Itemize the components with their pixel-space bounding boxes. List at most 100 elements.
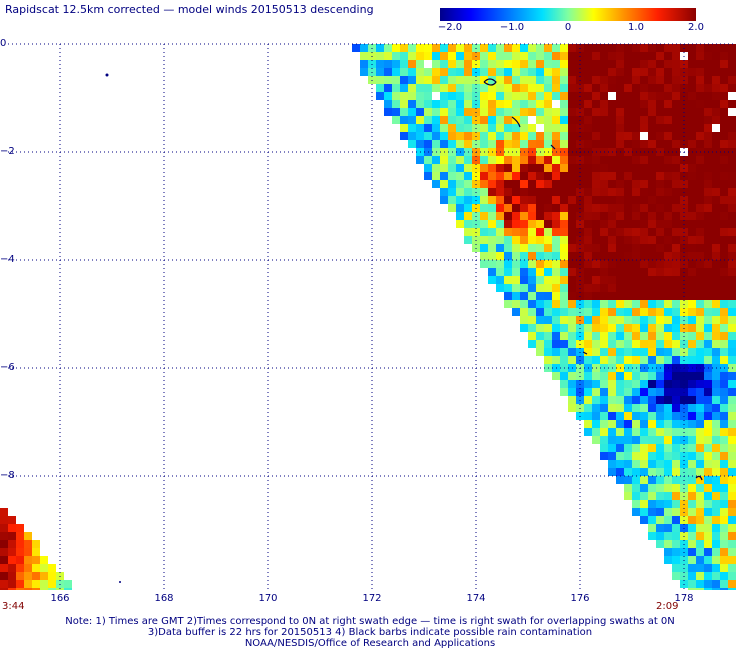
swath-cell <box>440 116 448 124</box>
swath-cell <box>656 132 664 140</box>
swath-cell <box>512 84 520 92</box>
swath-cell <box>664 44 672 52</box>
swath-cell <box>480 236 488 244</box>
swath-cell <box>520 284 528 292</box>
swath-cell <box>32 564 40 572</box>
swath-cell <box>712 476 720 484</box>
swath-cell <box>704 68 712 76</box>
swath-cell <box>704 252 712 260</box>
swath-cell <box>0 564 8 572</box>
swath-cell <box>360 68 368 76</box>
swath-cell <box>632 276 640 284</box>
swath-cell <box>648 156 656 164</box>
swath-cell <box>16 564 24 572</box>
swath-cell <box>640 100 648 108</box>
swath-cell <box>712 212 720 220</box>
swath-cell <box>536 60 544 68</box>
swath-cell <box>504 76 512 84</box>
swath-cell <box>560 92 568 100</box>
swath-cell <box>440 92 448 100</box>
swath-cell <box>688 204 696 212</box>
swath-cell <box>688 380 696 388</box>
swath-cell <box>552 124 560 132</box>
swath-cell <box>520 84 528 92</box>
swath-cell <box>728 60 736 68</box>
swath-cell <box>624 228 632 236</box>
swath-cell <box>544 260 552 268</box>
swath-cell <box>608 404 616 412</box>
island-outline <box>695 475 703 481</box>
swath-cell <box>0 548 8 556</box>
swath-cell <box>712 140 720 148</box>
swath-cell <box>704 580 712 588</box>
swath-cell <box>568 348 576 356</box>
swath-cell <box>632 116 640 124</box>
swath-cell <box>712 324 720 332</box>
swath-cell <box>400 92 408 100</box>
swath-cell <box>624 356 632 364</box>
swath-cell <box>704 52 712 60</box>
swath-cell <box>592 380 600 388</box>
swath-cell <box>688 356 696 364</box>
swath-cell <box>672 132 680 140</box>
swath-cell <box>8 556 16 564</box>
swath-cell <box>584 268 592 276</box>
swath-cell <box>544 340 552 348</box>
swath-cell <box>584 188 592 196</box>
swath-cell <box>520 116 528 124</box>
swath-cell <box>544 212 552 220</box>
swath-cell <box>696 76 704 84</box>
swath-cell <box>648 244 656 252</box>
swath-cell <box>672 524 680 532</box>
swath-cell <box>656 140 664 148</box>
swath-cell <box>672 124 680 132</box>
swath-cell <box>416 84 424 92</box>
swath-cell <box>0 524 8 532</box>
swath-cell <box>16 540 24 548</box>
swath-cell <box>728 324 736 332</box>
swath-cell <box>664 324 672 332</box>
swath-cell <box>624 284 632 292</box>
swath-cell <box>728 572 736 580</box>
swath-cell <box>512 156 520 164</box>
swath-cell <box>720 188 728 196</box>
swath-cell <box>632 436 640 444</box>
swath-cell <box>656 52 664 60</box>
swath-cell <box>704 428 712 436</box>
swath-cell <box>712 380 720 388</box>
swath-cell <box>688 444 696 452</box>
swath-cell <box>640 500 648 508</box>
swath-cell <box>480 116 488 124</box>
swath-cell <box>664 212 672 220</box>
swath-cell <box>728 84 736 92</box>
swath-cell <box>664 140 672 148</box>
swath-cell <box>464 212 472 220</box>
swath-cell <box>712 340 720 348</box>
swath-cell <box>624 172 632 180</box>
swath-cell <box>640 420 648 428</box>
swath-cell <box>24 548 32 556</box>
swath-cell <box>520 252 528 260</box>
swath-cell <box>624 252 632 260</box>
swath-cell <box>616 228 624 236</box>
swath-cell <box>648 108 656 116</box>
swath-cell <box>608 292 616 300</box>
swath-cell <box>632 140 640 148</box>
swath-cell <box>656 68 664 76</box>
swath-cell <box>480 132 488 140</box>
swath-cell <box>560 212 568 220</box>
swath-cell <box>600 172 608 180</box>
swath-cell <box>568 380 576 388</box>
swath-cell <box>408 60 416 68</box>
swath-cell <box>648 324 656 332</box>
swath-cell <box>672 380 680 388</box>
swath-cell <box>480 156 488 164</box>
swath-cell <box>624 372 632 380</box>
swath-cell <box>656 460 664 468</box>
swath-cell <box>32 572 40 580</box>
swath-cell <box>560 372 568 380</box>
swath-cell <box>456 100 464 108</box>
swath-cell <box>656 116 664 124</box>
swath-cell <box>608 52 616 60</box>
swath-cell <box>496 260 504 268</box>
